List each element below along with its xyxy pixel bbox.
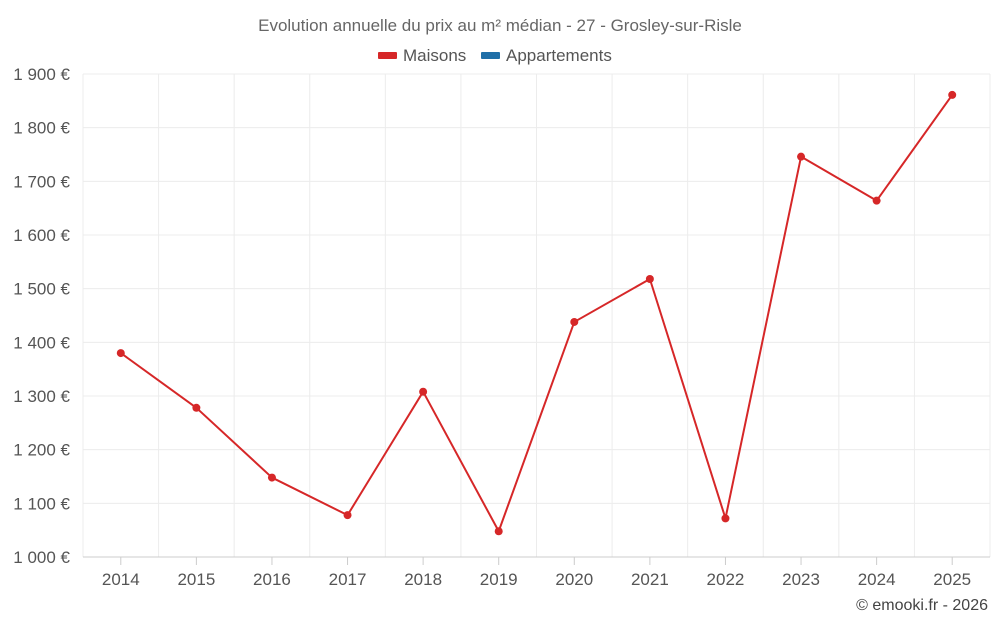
y-tick-label: 1 000 €	[13, 548, 70, 567]
x-tick-label: 2016	[253, 570, 291, 589]
y-tick-label: 1 100 €	[13, 494, 70, 513]
data-point-maisons-2025[interactable]	[948, 90, 957, 99]
x-tick-label: 2019	[480, 570, 518, 589]
x-tick-label: 2015	[177, 570, 215, 589]
data-point-maisons-2014[interactable]	[116, 349, 125, 358]
x-tick-label: 2024	[858, 570, 896, 589]
y-tick-label: 1 400 €	[13, 333, 70, 352]
data-point-maisons-2018[interactable]	[419, 387, 428, 396]
data-point-maisons-2015[interactable]	[192, 403, 201, 412]
data-point-maisons-2020[interactable]	[570, 317, 579, 326]
y-tick-label: 1 900 €	[13, 65, 70, 84]
x-tick-label: 2023	[782, 570, 820, 589]
series-layer	[116, 90, 957, 536]
x-tick-label: 2022	[707, 570, 745, 589]
x-tick-label: 2017	[329, 570, 367, 589]
data-point-maisons-2023[interactable]	[797, 152, 806, 161]
legend-swatch-maisons	[378, 52, 397, 59]
legend: Maisons Appartements	[378, 46, 612, 65]
y-tick-label: 1 500 €	[13, 280, 70, 299]
y-tick-label: 1 200 €	[13, 441, 70, 460]
data-point-maisons-2016[interactable]	[267, 473, 276, 482]
credit-text: © emooki.fr - 2026	[856, 597, 988, 614]
legend-label-maisons: Maisons	[403, 46, 466, 65]
y-tick-label: 1 600 €	[13, 226, 70, 245]
x-tick-label: 2014	[102, 570, 140, 589]
y-tick-label: 1 300 €	[13, 387, 70, 406]
legend-item-maisons[interactable]: Maisons	[378, 46, 466, 65]
x-tick-label: 2025	[933, 570, 971, 589]
chart-title: Evolution annuelle du prix au m² médian …	[258, 16, 742, 35]
data-point-maisons-2019[interactable]	[494, 527, 503, 536]
y-tick-label: 1 700 €	[13, 172, 70, 191]
grid	[82, 73, 991, 557]
x-tick-label: 2020	[555, 570, 593, 589]
data-point-maisons-2017[interactable]	[343, 511, 352, 520]
y-axis: 1 000 € 1 100 € 1 200 € 1 300 € 1 400 € 1 500…	[13, 65, 70, 567]
legend-item-appartements[interactable]: Appartements	[481, 46, 612, 65]
y-tick-label: 1 800 €	[13, 119, 70, 138]
series-line-maisons	[120, 94, 954, 533]
data-point-maisons-2024[interactable]	[872, 196, 881, 205]
data-point-maisons-2021[interactable]	[645, 275, 654, 284]
x-tick-label: 2018	[404, 570, 442, 589]
legend-label-appartements: Appartements	[506, 46, 612, 65]
legend-swatch-appartements	[481, 52, 500, 59]
data-point-maisons-2022[interactable]	[721, 514, 730, 523]
x-tick-label: 2021	[631, 570, 669, 589]
x-axis: 2014 2015 2016 2017 2018 2019 2020 2021 2022 2023…	[83, 556, 990, 589]
